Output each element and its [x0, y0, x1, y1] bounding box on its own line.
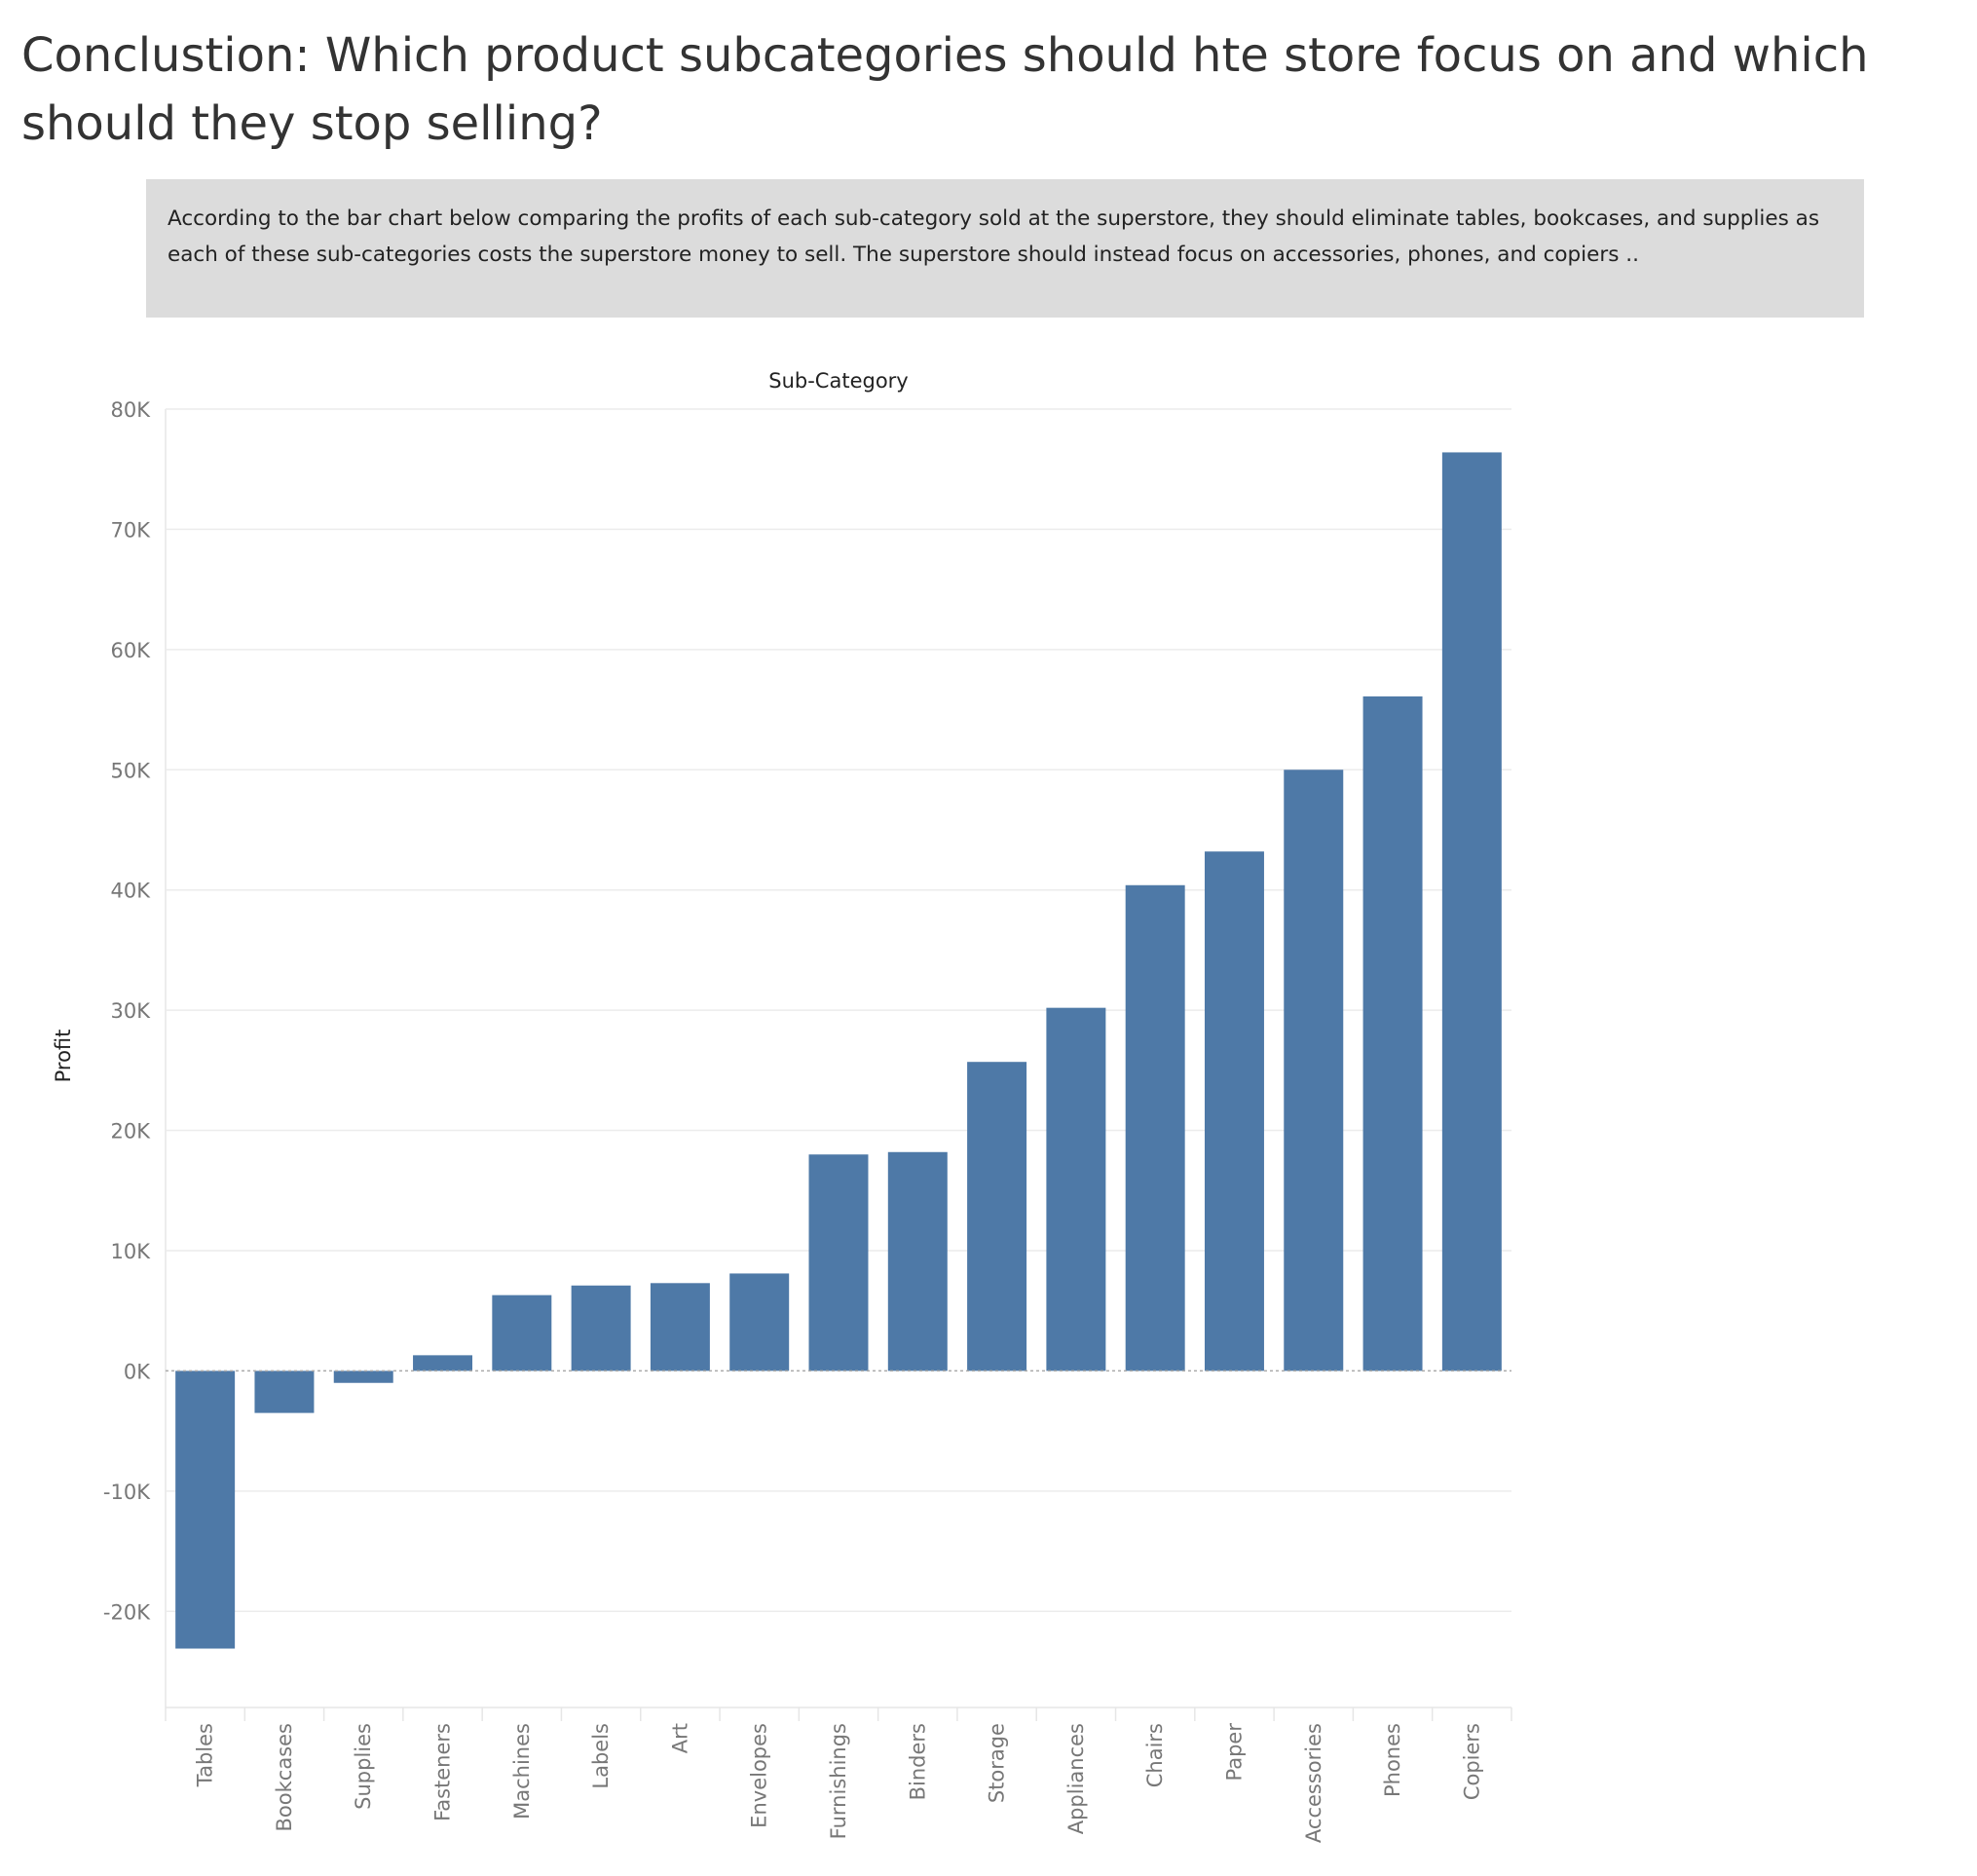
x-category-label: Machines	[510, 1723, 534, 1820]
x-category-label: Labels	[589, 1723, 613, 1789]
bar	[1441, 452, 1502, 1371]
bar	[413, 1355, 473, 1371]
bar	[492, 1294, 552, 1371]
page-title: Conclustion: Which product subcategories…	[21, 28, 1869, 151]
bar	[571, 1285, 631, 1371]
x-category-label: Furnishings	[827, 1723, 850, 1839]
x-category-label: Copiers	[1460, 1723, 1483, 1800]
x-category-label: Tables	[194, 1723, 217, 1787]
bar	[1125, 884, 1185, 1371]
y-tick-label: 60K	[111, 639, 152, 662]
y-axis-title: Profit	[52, 1030, 75, 1083]
x-category-label: Phones	[1381, 1723, 1404, 1797]
y-tick-label: 50K	[111, 759, 152, 782]
y-tick-label: 30K	[111, 999, 152, 1023]
bar	[967, 1062, 1027, 1371]
bar	[1362, 695, 1423, 1371]
bar	[808, 1154, 869, 1371]
x-category-label: Bookcases	[273, 1723, 296, 1831]
x-category-label: Binders	[906, 1723, 929, 1800]
x-category-label: Paper	[1222, 1723, 1246, 1782]
bar	[1284, 769, 1344, 1371]
x-axis-ticks: Tables Bookcases Supplies Fasteners Machines…	[165, 1707, 1512, 1843]
bar	[175, 1370, 236, 1649]
y-tick-label: 10K	[111, 1240, 152, 1263]
y-tick-label: 40K	[111, 880, 152, 903]
profit-bar-chart: -20K -10K 0K 10K 20K 30K 40K 50K 60K 70K 80K Table…	[52, 369, 1512, 1843]
y-tick-label: -10K	[103, 1481, 151, 1504]
x-category-label: Art	[668, 1723, 691, 1753]
bar	[333, 1370, 393, 1383]
y-tick-label: 80K	[111, 398, 152, 422]
x-category-label: Storage	[986, 1723, 1009, 1803]
y-tick-label: 20K	[111, 1120, 152, 1144]
bar	[1204, 851, 1264, 1371]
bar	[887, 1151, 948, 1371]
x-category-label: Accessories	[1302, 1723, 1325, 1843]
x-category-label: Appliances	[1064, 1723, 1088, 1834]
x-category-label: Supplies	[352, 1723, 375, 1810]
summary-text: According to the bar chart below compari…	[168, 206, 1820, 267]
bars	[175, 452, 1502, 1649]
y-axis-ticks: -20K -10K 0K 10K 20K 30K 40K 50K 60K 70K 80K	[103, 398, 151, 1624]
summary-text-box: According to the bar chart below compari…	[146, 179, 1864, 318]
bar	[254, 1370, 315, 1413]
bar	[1046, 1007, 1106, 1371]
y-tick-label: -20K	[103, 1600, 151, 1624]
y-tick-label: 0K	[124, 1360, 151, 1383]
x-axis-title: Sub-Category	[768, 369, 908, 393]
x-category-label: Envelopes	[748, 1723, 771, 1828]
x-category-label: Fasteners	[431, 1723, 455, 1821]
bar	[650, 1283, 710, 1371]
y-tick-label: 70K	[111, 518, 152, 542]
bar	[729, 1273, 790, 1371]
x-category-label: Chairs	[1143, 1723, 1167, 1787]
